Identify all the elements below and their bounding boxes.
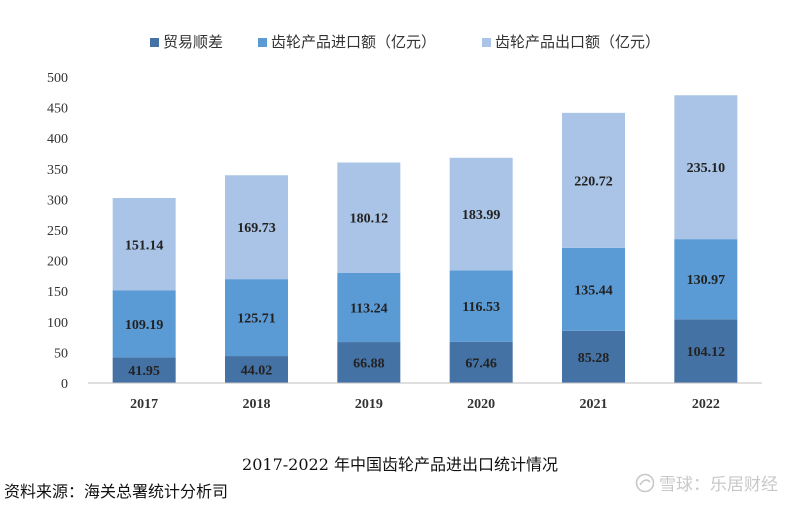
bar-segment (337, 272, 401, 343)
bar-segment (674, 239, 738, 320)
y-tick-label: 500 (47, 71, 68, 86)
bar-segment (337, 162, 401, 273)
data-label: 116.53 (462, 300, 500, 315)
bar-series: 41.95 109.19 151.14 44.02 125.71 169.73 66.88 1… (112, 95, 738, 383)
data-label: 41.95 (128, 364, 160, 379)
bar-segment (112, 290, 176, 358)
bar-segment (562, 112, 625, 248)
legend-swatch (258, 38, 267, 47)
data-label: 135.44 (574, 283, 613, 298)
data-label: 169.73 (237, 221, 276, 236)
stacked-bar-chart: 贸易顺差 齿轮产品进口额（亿元） 齿轮产品出口额（亿元） 0 50 100 150 200 2… (47, 33, 762, 412)
x-tick-label: 2020 (467, 397, 495, 412)
bar-segment (674, 95, 738, 240)
legend-swatch (482, 38, 491, 47)
snowball-logo-icon (635, 473, 655, 492)
bar-segment (225, 175, 288, 280)
data-label: 67.46 (465, 356, 497, 371)
bar-segment (674, 319, 738, 383)
y-tick-label: 250 (47, 224, 68, 239)
data-label: 235.10 (687, 161, 726, 176)
legend-label: 齿轮产品进口额（亿元） (271, 33, 436, 51)
y-tick-label: 100 (47, 316, 68, 331)
bar-segment (449, 270, 513, 342)
legend-swatch (150, 38, 159, 47)
x-tick-label: 2022 (692, 397, 720, 412)
watermark: 雪球：乐居财经 (635, 470, 778, 495)
data-label: 44.02 (241, 364, 273, 379)
x-tick-label: 2017 (130, 397, 158, 412)
chart-legend: 贸易顺差 齿轮产品进口额（亿元） 齿轮产品出口额（亿元） (150, 33, 660, 51)
data-label: 109.19 (125, 318, 164, 333)
chart-caption: 2017-2022 年中国齿轮产品进出口统计情况 (242, 455, 558, 474)
y-tick-label: 350 (47, 163, 68, 178)
watermark-text: 雪球：乐居财经 (659, 475, 778, 495)
data-label: 66.88 (353, 357, 385, 372)
y-tick-label: 300 (47, 193, 68, 208)
bar-segment (337, 342, 401, 383)
y-tick-label: 400 (47, 132, 68, 147)
data-label: 151.14 (125, 238, 164, 253)
legend-label: 齿轮产品出口额（亿元） (495, 33, 660, 51)
data-label: 125.71 (237, 312, 276, 327)
bar-segment (562, 330, 625, 383)
x-tick-label: 2019 (355, 397, 383, 412)
bar-segment (449, 341, 513, 383)
data-label: 220.72 (574, 174, 613, 189)
y-tick-label: 450 (47, 102, 68, 117)
x-axis: 2017 2018 2019 2020 2021 2022 (88, 382, 762, 412)
y-tick-label: 200 (47, 255, 68, 270)
bar-segment (449, 157, 513, 271)
y-axis: 0 50 100 150 200 250 300 350 400 450 500 (47, 71, 68, 392)
bar-segment (562, 247, 625, 331)
data-label: 183.99 (462, 208, 501, 223)
data-label: 104.12 (687, 345, 726, 360)
bar-segment (225, 279, 288, 357)
data-label: 85.28 (578, 351, 610, 366)
legend-label: 贸易顺差 (163, 33, 223, 51)
bar-segment (225, 356, 288, 383)
y-tick-label: 0 (61, 377, 68, 392)
data-label: 180.12 (350, 212, 389, 227)
bar-segment (112, 198, 176, 291)
x-tick-label: 2021 (580, 397, 608, 412)
x-tick-label: 2018 (243, 397, 271, 412)
bar-segment (112, 357, 176, 383)
y-tick-label: 150 (47, 285, 68, 300)
data-label: 130.97 (687, 273, 726, 288)
y-tick-label: 50 (54, 346, 68, 361)
data-label: 113.24 (350, 301, 388, 316)
source-note: 资料来源：海关总署统计分析司 (4, 482, 229, 501)
